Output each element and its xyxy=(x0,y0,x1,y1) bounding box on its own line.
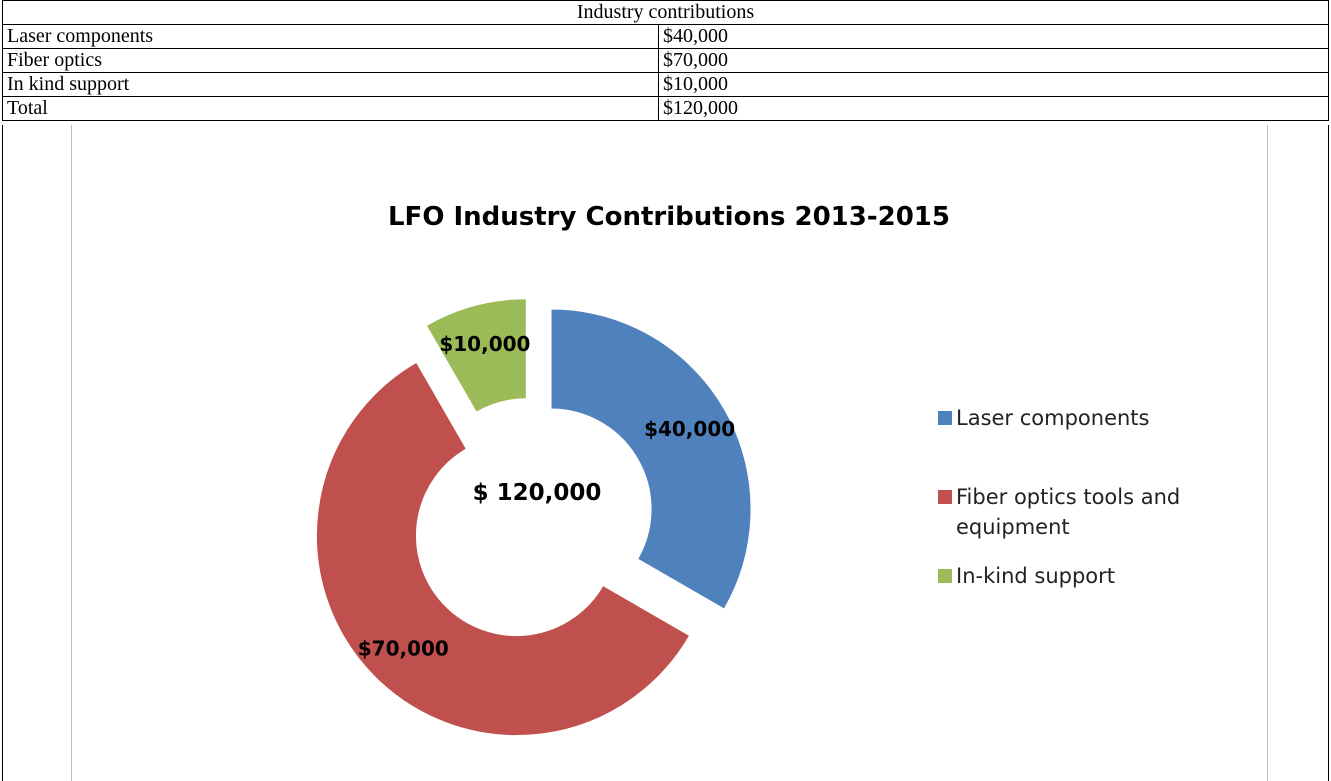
table-row: Laser components $40,000 xyxy=(2,24,1329,49)
label-cell: In kind support xyxy=(2,72,659,97)
legend-label: In-kind support xyxy=(956,564,1116,588)
legend-label: Fiber optics tools and equipment xyxy=(956,485,1181,539)
donut-slice xyxy=(425,298,527,413)
donut-slice xyxy=(315,361,691,737)
legend-swatch xyxy=(938,411,952,425)
table-row: Fiber optics $70,000 xyxy=(2,48,1329,73)
data-label: $70,000 xyxy=(358,637,449,661)
label-cell: Laser components xyxy=(2,24,659,49)
chart-cell: LFO Industry Contributions 2013-2015 $40… xyxy=(2,125,1329,781)
table-header: Industry contributions xyxy=(2,0,1329,25)
legend-item: Fiber optics tools and equipment xyxy=(938,482,1228,542)
amount-cell: $120,000 xyxy=(658,96,1329,121)
amount-cell: $10,000 xyxy=(658,72,1329,97)
label-cell: Fiber optics xyxy=(2,48,659,73)
data-label: $10,000 xyxy=(439,332,530,356)
legend-swatch xyxy=(938,569,952,583)
center-label: $ 120,000 xyxy=(473,480,602,506)
label-cell: Total xyxy=(2,96,659,121)
chart-title: LFO Industry Contributions 2013-2015 xyxy=(388,202,950,232)
table-row: Total $120,000 xyxy=(2,96,1329,121)
amount-cell: $40,000 xyxy=(658,24,1329,49)
data-label: $40,000 xyxy=(644,417,735,441)
legend-item: Laser components xyxy=(938,403,1228,433)
chart-frame: LFO Industry Contributions 2013-2015 $40… xyxy=(71,125,1268,781)
legend-item: In-kind support xyxy=(938,561,1228,591)
contributions-table: Industry contributions Laser components $… xyxy=(2,0,1329,121)
legend-label: Laser components xyxy=(956,406,1150,430)
legend-swatch xyxy=(938,490,952,504)
chart: LFO Industry Contributions 2013-2015 $40… xyxy=(315,202,950,737)
donut-slice xyxy=(550,308,752,610)
table-row: In kind support $10,000 xyxy=(2,72,1329,97)
amount-cell: $70,000 xyxy=(658,48,1329,73)
